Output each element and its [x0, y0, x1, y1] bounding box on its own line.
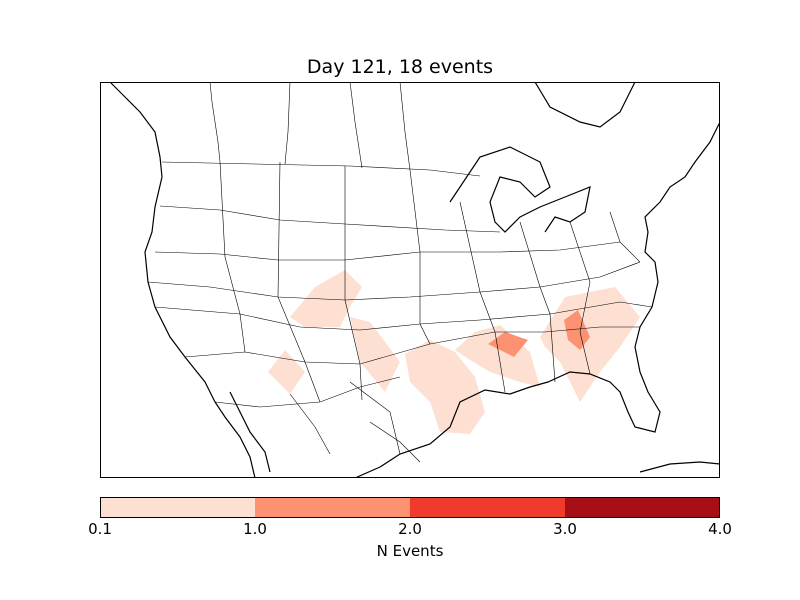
- colorbar: [100, 497, 720, 518]
- event-area-colorado: [290, 270, 362, 327]
- event-area-georgia: [564, 310, 590, 350]
- event-area-arizona: [268, 350, 305, 394]
- canada-coast: [109, 82, 163, 178]
- event-areas-medium: [488, 310, 590, 357]
- event-area-southeast: [540, 287, 640, 402]
- colorbar-tick: 2.0: [398, 520, 422, 538]
- colorbar-border: [100, 497, 720, 518]
- gulf-coast: [354, 371, 661, 478]
- map-panel: [100, 82, 720, 478]
- state-borders: [147, 82, 653, 463]
- colorbar-tick: 0.1: [88, 520, 112, 538]
- colorbar-bin: [410, 497, 565, 518]
- map-border: [100, 82, 720, 478]
- cuba: [639, 461, 720, 473]
- baja: [229, 391, 271, 473]
- west-coast: [144, 176, 256, 478]
- colorbar-tick: 4.0: [708, 520, 732, 538]
- event-area-new-mexico: [350, 317, 400, 392]
- event-areas-low: [268, 270, 640, 434]
- colorbar-tick: 3.0: [553, 520, 577, 538]
- colorbar-bin: [255, 497, 410, 518]
- hudson-bay: [534, 82, 636, 128]
- east-coast: [634, 121, 720, 373]
- colorbar-tick: 1.0: [243, 520, 267, 538]
- colorbar-bin: [100, 497, 255, 518]
- event-area-texas: [405, 340, 485, 434]
- chart-title: Day 121, 18 events: [306, 56, 494, 78]
- great-lakes: [449, 146, 591, 233]
- colorbar-ticks: 0.1 1.0 2.0 3.0 4.0: [88, 520, 732, 540]
- event-area-arkansas: [455, 325, 540, 387]
- colorbar-bin: [565, 497, 720, 518]
- colorbar-svg: [100, 497, 720, 518]
- colorbar-label: N Events: [376, 542, 444, 560]
- coastlines: [109, 82, 720, 478]
- event-area-mississippi: [488, 332, 528, 357]
- map-svg: [100, 82, 720, 478]
